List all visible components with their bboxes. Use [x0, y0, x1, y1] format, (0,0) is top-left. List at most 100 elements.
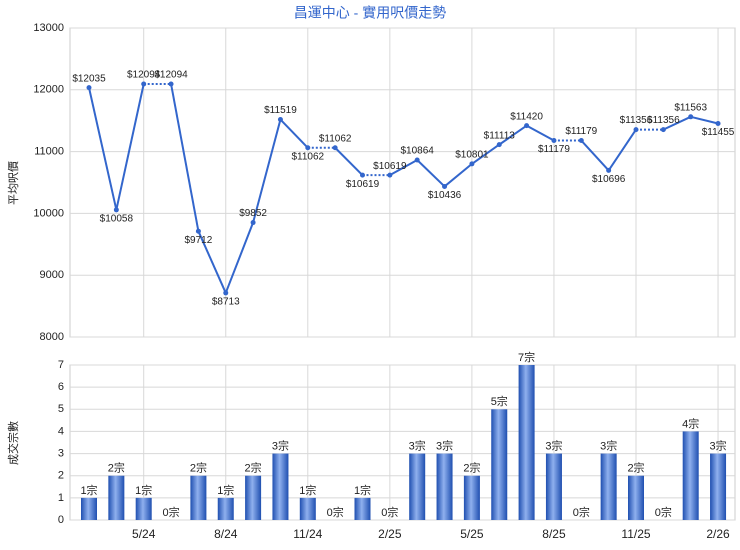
data-label: 2宗 [108, 461, 125, 475]
y-tick-label: 2 [58, 470, 64, 482]
line-segment [471, 143, 500, 165]
point [223, 290, 229, 296]
bar [682, 431, 699, 520]
point [387, 172, 393, 178]
data-label: 0宗 [381, 505, 398, 519]
point [168, 81, 174, 87]
data-label: $11519 [264, 105, 297, 116]
data-label: 7宗 [518, 350, 535, 364]
line-segment [443, 163, 473, 188]
line-segment [279, 118, 309, 149]
line-segment [115, 83, 145, 211]
y-tick-label: 13000 [33, 22, 64, 34]
x-tick-label: 2/26 [706, 527, 730, 541]
point [496, 142, 502, 148]
data-label: $10436 [428, 190, 462, 201]
y-axis-label: 平均呎價 [6, 161, 20, 205]
point [360, 172, 365, 178]
x-tick-label: 2/25 [378, 527, 402, 541]
data-label: 0宗 [573, 505, 590, 519]
y-tick-label: 11000 [34, 146, 64, 158]
point [250, 220, 256, 226]
x-tick-label: 5/25 [460, 527, 484, 541]
line-segment [170, 83, 200, 232]
line-segment [662, 115, 692, 131]
data-label: 0宗 [327, 505, 344, 519]
data-label: 4宗 [682, 416, 699, 430]
point [277, 117, 283, 123]
data-label: $11563 [674, 102, 707, 113]
y-tick-label: 1 [58, 492, 64, 504]
line-segment [498, 124, 528, 146]
point [606, 167, 612, 173]
bar [81, 497, 97, 520]
line-segment [197, 230, 227, 294]
point [660, 127, 666, 133]
x-tick-label: 11/25 [621, 527, 650, 541]
data-label: $10864 [401, 146, 435, 157]
line-segment [224, 222, 255, 294]
bar [518, 365, 535, 520]
point [86, 85, 92, 91]
y-tick-label: 7 [58, 359, 64, 371]
data-label: $12094 [127, 70, 161, 81]
bar [545, 453, 562, 520]
point [195, 228, 201, 234]
data-label: 2宗 [463, 461, 480, 475]
point [551, 138, 557, 144]
data-label: 2宗 [245, 461, 262, 475]
data-label: 1宗 [354, 483, 371, 497]
data-label: $10619 [346, 179, 380, 190]
point [442, 183, 448, 189]
y-tick-label: 5 [58, 403, 64, 415]
data-label: $9712 [184, 235, 212, 246]
data-label: $8713 [212, 297, 240, 308]
line-segment [252, 119, 282, 223]
data-label: 3宗 [709, 438, 726, 452]
bar [354, 497, 371, 520]
data-label: $11062 [319, 133, 352, 144]
data-label: 3宗 [600, 438, 617, 452]
point [578, 138, 584, 144]
data-label: $10619 [373, 161, 407, 172]
bar [135, 497, 152, 520]
point [633, 127, 639, 133]
y-tick-label: 9000 [40, 269, 64, 281]
x-tick-label: 5/24 [132, 527, 156, 541]
bar [491, 409, 508, 520]
chart-title: 昌運中心 - 實用呎價走勢 [294, 5, 446, 21]
x-tick-label: 11/24 [293, 527, 322, 541]
y-tick-label: 4 [58, 425, 64, 437]
data-label: $10058 [100, 213, 134, 224]
bar [436, 453, 453, 520]
y-tick-label: 8000 [40, 331, 64, 343]
data-label: $11420 [510, 111, 543, 122]
point [113, 207, 119, 213]
y-axis-label: 成交宗數 [6, 421, 20, 465]
point [414, 157, 420, 163]
data-label: 1宗 [135, 483, 152, 497]
data-label: $12035 [72, 73, 106, 84]
data-label: $11113 [484, 130, 516, 141]
data-label: $9852 [239, 208, 267, 219]
data-label: 1宗 [80, 483, 97, 497]
bar [463, 475, 480, 520]
data-label: 2宗 [190, 461, 207, 475]
point [141, 81, 147, 87]
data-label: 3宗 [272, 438, 289, 452]
line-segment [416, 159, 446, 188]
data-label: 0宗 [655, 505, 672, 519]
data-label: $12094 [154, 70, 188, 81]
data-label: $10696 [592, 174, 626, 185]
data-label: $11179 [565, 126, 597, 137]
bar [217, 497, 234, 520]
line-segment [580, 139, 610, 172]
data-label: $11356 [647, 115, 680, 126]
point [469, 161, 475, 167]
bar [272, 453, 289, 520]
bar [409, 453, 426, 520]
line-segment [607, 129, 637, 171]
point [715, 120, 721, 126]
data-label: $11179 [538, 144, 570, 155]
